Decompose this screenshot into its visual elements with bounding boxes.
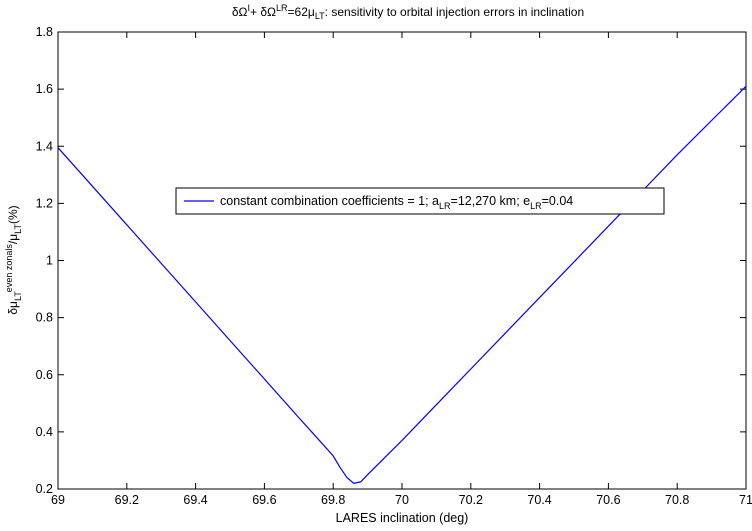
x-tick-label: 71 [739, 493, 752, 507]
x-axis-ticks: 69 69.2 69.4 69.6 69.8 70 70.2 70.4 70.6 70.8 71 [51, 32, 752, 507]
title-sub: LT [315, 11, 325, 21]
ylabel-sub: LT [13, 224, 23, 234]
y-axis-ticks: 0.2 0.4 0.6 0.8 1 1.2 1.4 1.6 1.8 [36, 25, 746, 496]
title-part: : sensitivity to orbital injection error… [325, 5, 584, 19]
x-tick-label: 70.4 [527, 493, 551, 507]
ylabel-sub: LT [13, 291, 23, 301]
y-tick-label: 0.6 [36, 368, 53, 382]
x-tick-label: 69 [51, 493, 65, 507]
title-part: =62μ [288, 5, 315, 19]
series-line [57, 85, 747, 484]
x-tick-label: 69.8 [321, 493, 345, 507]
legend-part: =12,270 km; e [451, 194, 531, 208]
y-tick-label: 1.8 [36, 25, 53, 39]
y-tick-label: 1.4 [36, 139, 53, 153]
y-tick-label: 0.4 [36, 425, 53, 439]
series-group [57, 85, 747, 484]
ylabel-sup: even zonals [4, 244, 14, 293]
legend-part: =0.04 [542, 194, 574, 208]
title-sup: LR [276, 3, 288, 13]
x-tick-label: 69.2 [115, 493, 139, 507]
plot-area [57, 31, 747, 490]
y-tick-label: 0.2 [36, 482, 53, 496]
title-part: + δΩ [250, 5, 276, 19]
title-part: δΩ [232, 5, 248, 19]
x-tick-label: 70.6 [596, 493, 620, 507]
y-tick-label: 1 [46, 254, 53, 268]
legend-box [175, 187, 665, 215]
legend-sub: LR [439, 201, 451, 211]
ylabel-part: (%) [6, 205, 20, 224]
y-tick-label: 1.6 [36, 82, 53, 96]
x-tick-label: 69.4 [183, 493, 207, 507]
legend-part: constant combination coefficients = 1; a [220, 194, 439, 208]
y-tick-label: 0.8 [36, 311, 53, 325]
legend-sub: LR [530, 201, 542, 211]
x-tick-label: 69.6 [252, 493, 276, 507]
legend-entry: constant combination coefficients = 1; a… [220, 194, 573, 211]
x-tick-label: 70 [395, 493, 409, 507]
ylabel-part: /μ [6, 234, 20, 244]
chart-title: δΩI+ δΩLR=62μLT: sensitivity to orbital … [232, 3, 584, 21]
x-axis-label: LARES inclination (deg) [336, 511, 469, 525]
ylabel-part: δμ [6, 301, 20, 315]
x-tick-label: 70.8 [665, 493, 689, 507]
y-axis-label: δμLTeven zonals/μLT(%) [4, 205, 23, 314]
title-sup: I [248, 3, 251, 13]
y-tick-label: 1.2 [36, 196, 53, 210]
x-tick-label: 70.2 [459, 493, 483, 507]
legend: constant combination coefficients = 1; a… [175, 187, 665, 215]
